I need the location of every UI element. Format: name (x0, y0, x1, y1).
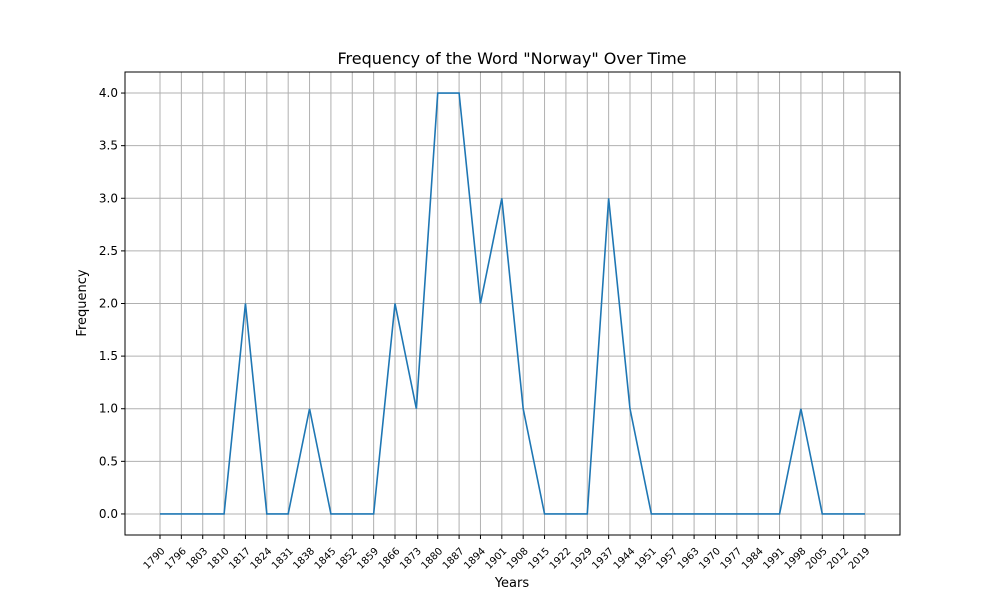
y-tick-label: 2.0 (99, 297, 118, 311)
y-tick-label: 1.0 (99, 402, 118, 416)
chart-title: Frequency of the Word "Norway" Over Time (337, 49, 686, 68)
y-axis-label: Frequency (75, 269, 90, 336)
y-tick-label: 0.5 (99, 454, 118, 468)
series-line (160, 92, 865, 515)
y-tick-label: 2.5 (99, 244, 118, 258)
y-tick-label: 0.0 (99, 507, 118, 521)
x-axis-label: Years (494, 576, 530, 591)
y-tick-label: 4.0 (99, 86, 118, 100)
y-tick-label: 3.5 (99, 139, 118, 153)
y-tick-label: 1.5 (99, 349, 118, 363)
y-axis-ticks: 0.0 0.5 1.0 1.5 2.0 2.5 3.0 3.5 4.0 (99, 86, 125, 521)
series-lines (159, 92, 866, 515)
y-tick-label: 3.0 (99, 191, 118, 205)
